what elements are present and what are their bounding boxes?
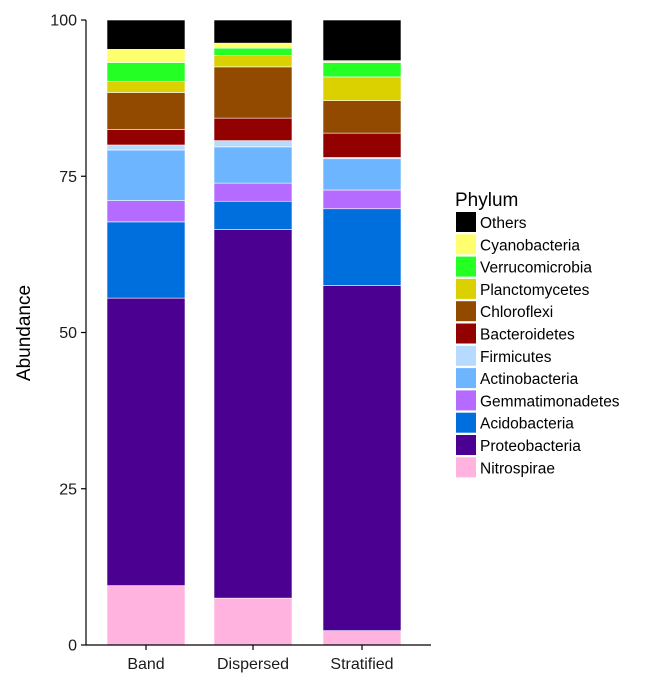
bar-segment-stratified-verrucomicrobia [322,62,402,78]
y-axis-title: Abundance [14,285,35,381]
bar-segment-stratified-chloroflexi [322,100,402,134]
legend-key-nitrospirae [456,457,476,478]
y-tick-label: 25 [59,481,77,498]
bar-segment-dispersed-acidobacteria [213,200,293,230]
y-ticks: 0 25 50 75 100 [50,13,86,655]
x-tick-label-stratified: Stratified [330,656,393,673]
bar-segment-dispersed-nitrospirae [213,597,293,646]
bar-segment-dispersed-actinobacteria [213,146,293,184]
legend-label-bacteroidetes: Bacteroidetes [480,327,575,344]
legend-label-cyanobacteria: Cyanobacteria [480,237,580,254]
bar-segment-stratified-bacteroidetes [322,132,402,158]
legend-key-bacteroidetes [456,323,476,344]
legend-label-gemmatimonadetes: Gemmatimonadetes [480,393,620,410]
bar-segment-dispersed-planctomycetes [213,55,293,68]
legend-label-firmicutes: Firmicutes [480,349,552,366]
legend-label-acidobacteria: Acidobacteria [480,416,574,433]
bar-segment-band-acidobacteria [106,221,186,299]
legend-key-chloroflexi [456,301,476,322]
bar-segment-dispersed-verrucomicrobia [213,47,293,56]
bar-segment-stratified-proteobacteria [322,285,402,631]
bar-segment-dispersed-firmicutes [213,140,293,148]
legend-label-proteobacteria: Proteobacteria [480,438,581,455]
bar-segment-stratified-acidobacteria [322,208,402,286]
legend-label-actinobacteria: Actinobacteria [480,371,579,388]
bar-segment-stratified-planctomycetes [322,76,402,101]
bar-segment-dispersed-cyanobacteria [213,42,293,49]
bar-segment-stratified-nitrospirae [322,630,402,646]
legend-label-verrucomicrobia: Verrucomicrobia [480,260,592,277]
legend-key-firmicutes [456,345,476,366]
legend-key-others [456,212,476,232]
x-ticks: Band Dispersed Stratified [127,645,394,673]
legend-key-gemmatimonadetes [456,390,476,411]
bar-segment-dispersed-chloroflexi [213,66,293,119]
bar-segment-stratified-gemmatimonadetes [322,189,402,210]
bar-segment-dispersed-proteobacteria [213,229,293,599]
legend-key-planctomycetes [456,278,476,299]
bar-segment-band-firmicutes [106,144,186,151]
legend-title: Phylum [455,190,518,211]
legend-key-actinobacteria [456,368,476,389]
bar-segment-band-verrucomicrobia [106,62,186,82]
bar-segment-stratified-actinobacteria [322,158,402,191]
bar-segment-band-others [106,19,186,50]
legend-label-chloroflexi: Chloroflexi [480,304,553,321]
legend-key-proteobacteria [456,435,476,455]
legend-key-cyanobacteria [456,234,476,255]
bar-segment-band-proteobacteria [106,297,186,586]
bar-segment-band-gemmatimonadetes [106,200,186,223]
bar-segment-band-planctomycetes [106,80,186,93]
bar-segment-band-nitrospirae [106,585,186,646]
bar-segment-dispersed-bacteroidetes [213,117,293,141]
bar-segment-dispersed-gemmatimonadetes [213,182,293,202]
bar-segment-dispersed-others [213,19,293,44]
x-tick-label-band: Band [127,656,164,673]
y-tick-label: 75 [59,169,77,186]
bar-segment-band-cyanobacteria [106,49,186,63]
x-tick-label-dispersed: Dispersed [217,656,289,673]
legend: Phylum Others Cyanobacteria Verrucomicrobi… [455,190,620,478]
y-tick-label: 0 [68,638,77,655]
bar-segment-band-chloroflexi [106,92,186,130]
legend-label-planctomycetes: Planctomycetes [480,282,590,299]
legend-key-verrucomicrobia [456,256,476,277]
legend-label-others: Others [480,215,527,232]
y-tick-label: 100 [50,13,77,30]
bar-segment-stratified-others [322,19,402,61]
legend-key-acidobacteria [456,412,476,433]
legend-label-nitrospirae: Nitrospirae [480,460,555,477]
bar-segment-band-bacteroidetes [106,129,186,146]
bar-segment-band-actinobacteria [106,149,186,201]
bars-layer [106,19,402,646]
y-tick-label: 50 [59,325,77,342]
